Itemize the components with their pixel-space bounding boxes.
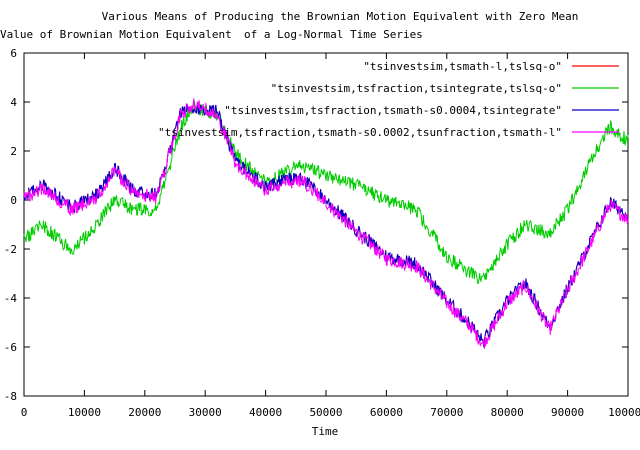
x-tick-label: 40000 (249, 406, 282, 419)
x-tick-label: 30000 (189, 406, 222, 419)
x-tick-label: 50000 (309, 406, 342, 419)
y-tick-label: 2 (10, 145, 17, 158)
y-tick-label: 6 (10, 47, 17, 60)
legend-label: "tsinvestsim,tsfraction,tsmath-s0.0004,t… (224, 104, 562, 117)
series-line (23, 100, 629, 284)
x-tick-label: 90000 (551, 406, 584, 419)
legend-label: "tsinvestsim,tsfraction,tsintegrate,tsls… (271, 82, 562, 95)
y-tick-label: 4 (10, 96, 17, 109)
y-tick-label: 0 (10, 194, 17, 207)
axis-ticks: 0 10000 20000 30000 40000 50000 60000 70000 8000… (4, 47, 640, 419)
chart-title: Various Means of Producing the Brownian … (102, 10, 579, 23)
y-tick-label: -6 (4, 341, 17, 354)
x-tick-label: 10000 (68, 406, 101, 419)
series-lines (23, 98, 629, 349)
legend: "tsinvestsim,tsmath-l,tslsq-o" "tsinvests… (158, 60, 619, 139)
x-tick-label: 70000 (430, 406, 463, 419)
series-line (23, 98, 629, 349)
y-tick-label: -8 (4, 390, 17, 403)
x-tick-label: 100000 (608, 406, 640, 419)
y-axis-label-right: of a Log-Normal Time Series (244, 28, 423, 41)
x-tick-label: 60000 (370, 406, 403, 419)
x-tick-label: 0 (21, 406, 28, 419)
y-axis-label-left: Value of Brownian Motion Equivalent (0, 28, 232, 41)
legend-label: "tsinvestsim,tsfraction,tsmath-s0.0002,t… (158, 126, 562, 139)
x-tick-label: 80000 (491, 406, 524, 419)
legend-label: "tsinvestsim,tsmath-l,tslsq-o" (363, 60, 562, 73)
y-tick-label: -4 (4, 292, 18, 305)
x-axis-label: Time (312, 425, 339, 438)
x-tick-label: 20000 (128, 406, 161, 419)
y-tick-label: -2 (4, 243, 17, 256)
